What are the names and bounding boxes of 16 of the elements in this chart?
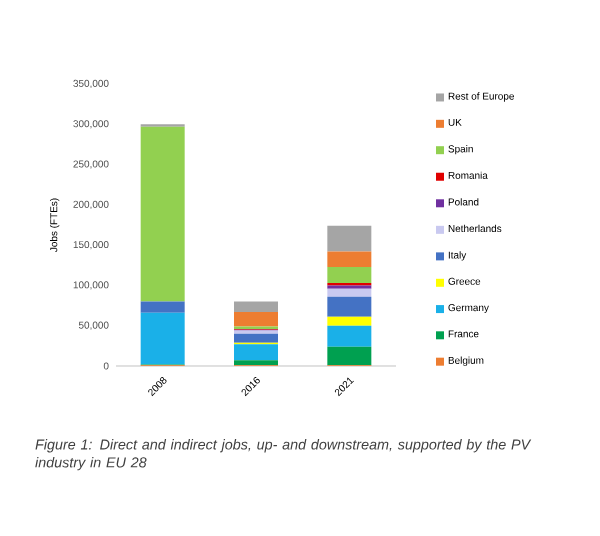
bar	[234, 360, 278, 366]
bar	[234, 333, 278, 343]
bar	[327, 288, 372, 297]
bar	[234, 301, 278, 313]
bar	[327, 251, 372, 267]
bar	[327, 296, 372, 317]
bar	[140, 312, 185, 365]
bar	[327, 225, 372, 252]
bar	[140, 301, 185, 313]
bar	[140, 126, 185, 302]
bar	[234, 312, 278, 327]
bar	[327, 325, 372, 347]
bar	[327, 316, 372, 326]
bar	[327, 346, 372, 366]
bar	[234, 344, 278, 361]
bar	[327, 266, 372, 284]
